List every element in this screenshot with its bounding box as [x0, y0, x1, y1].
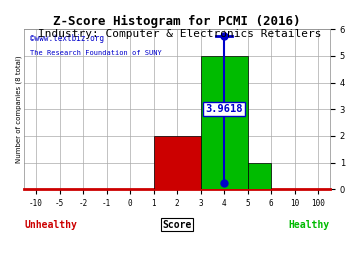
Bar	[248, 163, 271, 189]
Text: 3.9618: 3.9618	[205, 104, 243, 114]
Bar	[201, 56, 248, 189]
Bar	[154, 136, 201, 189]
Text: Score: Score	[162, 220, 192, 230]
Y-axis label: Number of companies (8 total): Number of companies (8 total)	[15, 55, 22, 163]
Text: ©www.textbiz.org: ©www.textbiz.org	[30, 34, 104, 43]
Text: Industry: Computer & Electronics Retailers: Industry: Computer & Electronics Retaile…	[38, 29, 322, 39]
Title: Z-Score Histogram for PCMI (2016): Z-Score Histogram for PCMI (2016)	[53, 15, 301, 28]
Text: The Research Foundation of SUNY: The Research Foundation of SUNY	[30, 50, 162, 56]
Text: Healthy: Healthy	[289, 220, 330, 230]
Text: Unhealthy: Unhealthy	[24, 220, 77, 230]
